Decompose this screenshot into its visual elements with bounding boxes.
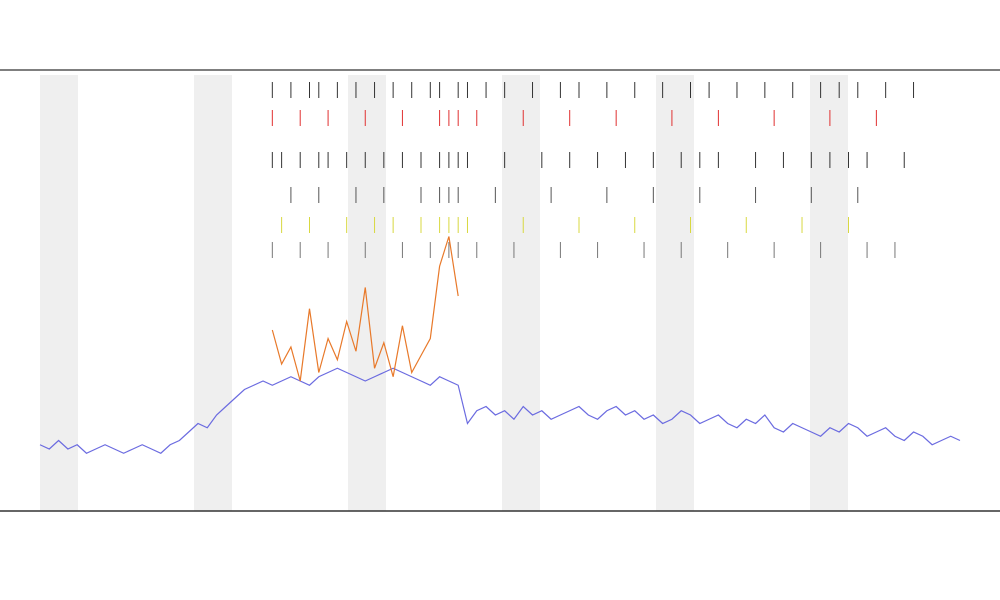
- band: [810, 75, 848, 511]
- band: [194, 75, 232, 511]
- band: [348, 75, 386, 511]
- band: [502, 75, 540, 511]
- series-line: [39, 367, 961, 454]
- series-line: [271, 236, 459, 382]
- band: [40, 75, 78, 511]
- band: [656, 75, 694, 511]
